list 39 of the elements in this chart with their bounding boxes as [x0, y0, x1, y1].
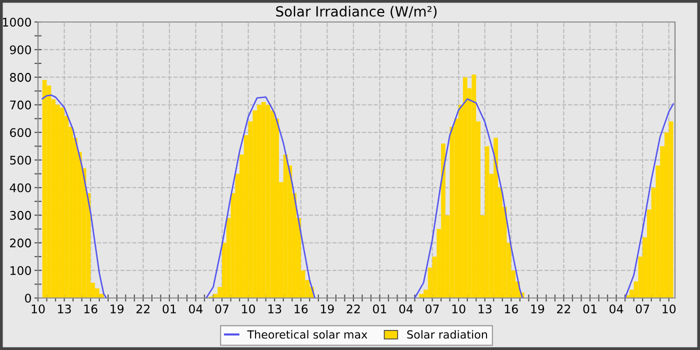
x-tick-label: 04	[188, 304, 203, 314]
y-tick-label: 0	[25, 294, 31, 303]
x-tick-label: 13	[478, 304, 492, 314]
y-tick-label: 600	[10, 128, 31, 138]
x-tick-label: 04	[610, 304, 624, 314]
x-tick-label: 13	[58, 304, 71, 314]
y-tick-label: 200	[10, 238, 31, 248]
x-tick-label: 10	[32, 304, 45, 314]
x-tick-label: 10	[662, 304, 676, 314]
x-tick-label: 16	[84, 304, 98, 314]
x-tick-label: 16	[504, 304, 518, 314]
y-tick-label: 900	[10, 45, 31, 54]
chart-title: Solar Irradiance (W/m²)	[276, 6, 437, 18]
x-tick-label: 01	[583, 304, 596, 314]
x-tick-label: 07	[215, 304, 229, 314]
y-tick-label: 700	[10, 100, 31, 110]
x-tick-label: 10	[452, 304, 466, 314]
x-tick-label: 22	[136, 304, 150, 314]
x-tick-label: 10	[242, 304, 256, 314]
y-tick-label: 300	[10, 210, 31, 220]
x-tick-label: 01	[162, 304, 176, 314]
y-tick-label: 500	[10, 156, 31, 165]
x-tick-label: 04	[399, 304, 413, 314]
y-tick-label: 400	[10, 183, 31, 192]
x-tick-label: 07	[426, 304, 439, 314]
legend-label: Theoretical solar max	[247, 330, 368, 339]
x-tick-label: 22	[346, 304, 360, 314]
y-tick-label: 1000	[3, 18, 31, 27]
x-tick-label: 13	[268, 304, 282, 314]
x-tick-label: 22	[557, 304, 570, 314]
x-tick-label: 07	[636, 304, 650, 314]
x-tick-label: 16	[294, 304, 308, 314]
x-tick-label: 19	[320, 304, 334, 314]
y-tick-label: 800	[10, 72, 31, 82]
legend-label: Solar radiation	[407, 330, 488, 339]
x-tick-label: 01	[372, 304, 386, 314]
y-tick-label: 100	[10, 266, 31, 276]
x-tick-label: 19	[110, 304, 124, 314]
x-tick-label: 19	[531, 304, 544, 314]
